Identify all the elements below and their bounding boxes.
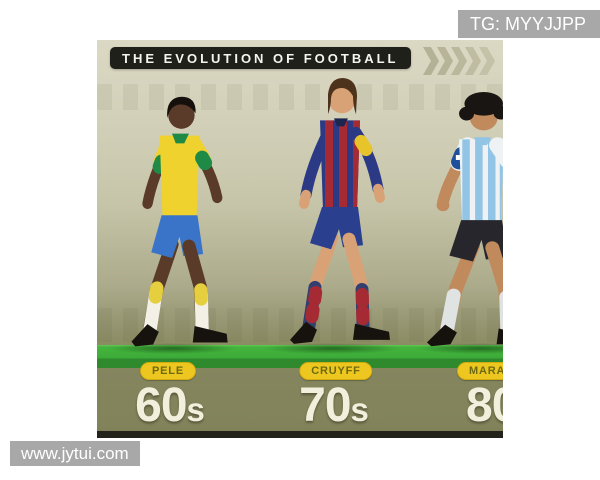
maradona-figure <box>426 91 503 347</box>
watermark-telegram: TG: MYYJJPP <box>457 10 600 38</box>
watermark-website: www.jytui.com <box>10 441 140 466</box>
player-name-pill-pele: PELE <box>140 362 196 380</box>
cruyff-shadow <box>262 343 402 354</box>
poster-title: THE EVOLUTION OF FOOTBALL <box>122 51 399 66</box>
decade-label-60s: 60s <box>135 379 205 432</box>
maradona-shadow <box>415 343 503 354</box>
decade-label-80s: 80s <box>466 379 503 432</box>
player-name: CRUYFF <box>311 365 361 377</box>
pele-shadow <box>107 343 237 354</box>
player-name-pill-cruyff: CRUYFF <box>299 362 373 380</box>
cruyff-figure <box>290 78 390 344</box>
pele-figure <box>131 96 228 347</box>
player-name-pill-maradona: MARADONA <box>457 362 503 380</box>
player-name: PELE <box>152 365 184 377</box>
poster-title-badge: THE EVOLUTION OF FOOTBALL <box>110 47 411 69</box>
poster-bottom-border <box>97 431 503 438</box>
decade-label-70s: 70s <box>299 379 369 432</box>
chevrons-right-icon <box>423 47 495 75</box>
football-evolution-poster: THE EVOLUTION OF FOOTBALL <box>97 40 503 438</box>
player-name: MARADONA <box>469 365 503 377</box>
